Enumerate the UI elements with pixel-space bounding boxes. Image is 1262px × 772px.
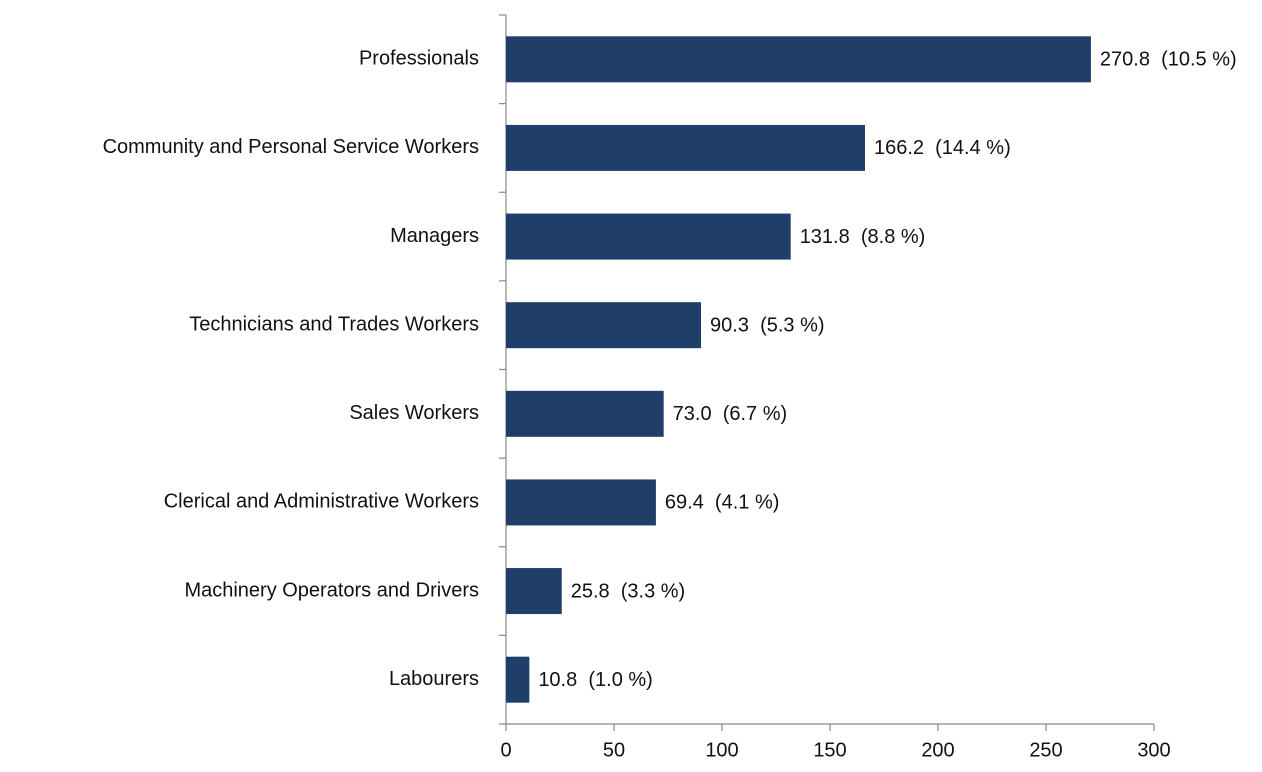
x-tick-label: 100 <box>705 739 738 761</box>
bar <box>506 36 1091 83</box>
value-label: 69.4 (4.1 %) <box>665 492 780 514</box>
y-tick-label: Technicians and Trades Workers <box>189 313 479 335</box>
y-tick-label: Managers <box>390 225 479 247</box>
value-label: 73.0 (6.7 %) <box>673 403 788 425</box>
bar <box>506 568 562 615</box>
value-label: 10.8 (1.0 %) <box>538 669 653 691</box>
bar <box>506 124 865 171</box>
y-tick-label: Sales Workers <box>349 402 479 424</box>
x-tick-label: 300 <box>1137 739 1170 761</box>
y-tick-label: Labourers <box>389 668 479 690</box>
value-label: 90.3 (5.3 %) <box>710 314 825 336</box>
bar <box>506 479 656 526</box>
bar <box>506 656 530 703</box>
bar <box>506 213 791 260</box>
x-tick-label: 0 <box>500 739 511 761</box>
y-tick-label: Clerical and Administrative Workers <box>164 491 479 513</box>
y-tick-label: Professionals <box>359 48 479 70</box>
y-tick-label: Machinery Operators and Drivers <box>184 579 479 601</box>
x-tick-label: 150 <box>813 739 846 761</box>
x-tick-label: 250 <box>1029 739 1062 761</box>
x-tick-label: 200 <box>921 739 954 761</box>
value-label: 25.8 (3.3 %) <box>571 580 686 602</box>
bar <box>506 390 664 437</box>
y-tick-label: Community and Personal Service Workers <box>103 136 479 158</box>
value-label: 270.8 (10.5 %) <box>1100 49 1237 71</box>
value-label: 166.2 (14.4 %) <box>874 137 1011 159</box>
value-label: 131.8 (8.8 %) <box>800 226 926 248</box>
x-tick-label: 50 <box>603 739 625 761</box>
bar <box>506 302 702 349</box>
